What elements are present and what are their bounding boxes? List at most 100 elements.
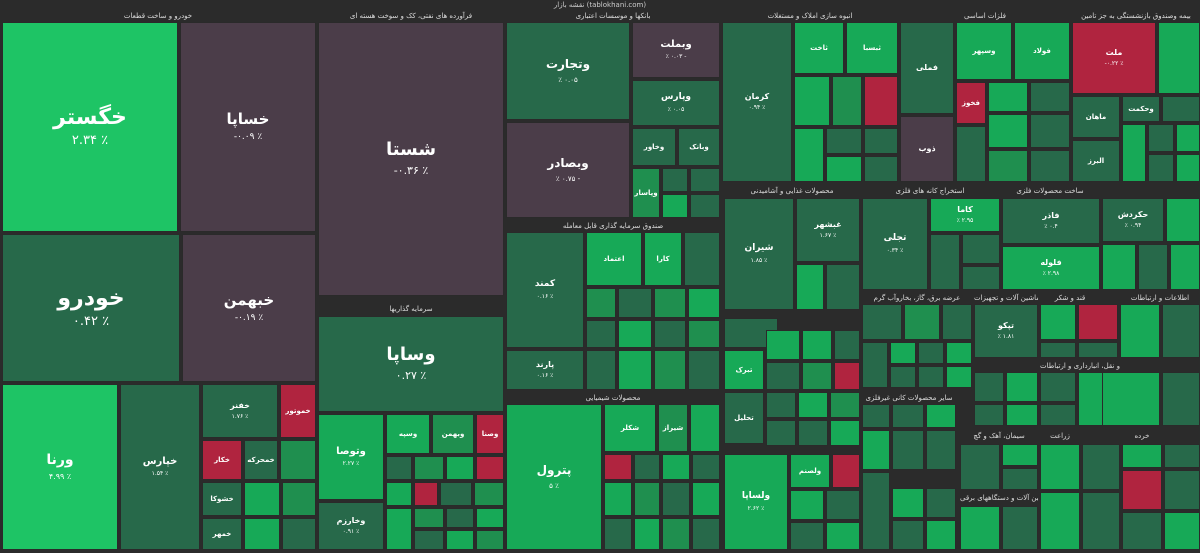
stock-tile[interactable]: خگستر ۲.۳۴ ٪ <box>2 22 178 232</box>
stock-tile[interactable] <box>862 472 890 550</box>
stock-tile[interactable] <box>826 522 860 550</box>
stock-tile[interactable] <box>802 362 832 390</box>
stock-tile[interactable] <box>476 456 504 480</box>
stock-tile[interactable] <box>1164 444 1200 468</box>
stock-tile[interactable]: پارند ۰.۱۶ ٪ <box>506 350 584 390</box>
stock-tile[interactable] <box>918 366 944 388</box>
stock-tile[interactable] <box>684 232 720 286</box>
stock-tile[interactable] <box>662 168 688 192</box>
stock-tile[interactable] <box>1120 304 1160 358</box>
stock-tile[interactable] <box>474 482 504 506</box>
stock-tile[interactable] <box>862 304 902 340</box>
stock-tile[interactable] <box>692 518 720 550</box>
stock-tile[interactable] <box>244 518 280 550</box>
stock-tile[interactable] <box>946 342 972 364</box>
stock-tile[interactable] <box>864 156 898 182</box>
stock-tile[interactable] <box>1176 124 1200 152</box>
stock-tile[interactable]: خودرو ۰.۴۲ ٪ <box>2 234 180 382</box>
stock-tile[interactable] <box>692 482 720 516</box>
stock-tile[interactable]: وبهمن <box>432 414 474 454</box>
stock-tile[interactable]: کارا <box>644 232 682 286</box>
stock-tile[interactable]: ولساپا ۲.۶۲ ٪ <box>724 454 788 550</box>
stock-tile[interactable] <box>946 366 972 388</box>
stock-tile[interactable]: تبرک <box>724 350 764 390</box>
stock-tile[interactable]: ملت -۰.۲۲ ٪ <box>1072 22 1156 94</box>
stock-tile[interactable] <box>1030 82 1070 112</box>
stock-tile[interactable] <box>1166 198 1200 242</box>
stock-tile[interactable] <box>654 320 686 348</box>
stock-tile[interactable] <box>942 304 972 340</box>
stock-tile[interactable] <box>1002 468 1038 490</box>
stock-tile[interactable]: وحکمت <box>1122 96 1160 122</box>
stock-tile[interactable]: خشوکا <box>202 482 242 516</box>
stock-tile[interactable] <box>692 454 720 480</box>
stock-tile[interactable]: خموتور <box>280 384 316 438</box>
stock-tile[interactable] <box>918 342 944 364</box>
stock-tile[interactable] <box>1006 404 1038 426</box>
stock-tile[interactable] <box>586 320 616 348</box>
stock-tile[interactable] <box>794 128 824 182</box>
stock-tile[interactable] <box>414 482 438 506</box>
stock-tile[interactable] <box>1102 372 1160 426</box>
stock-tile[interactable] <box>690 194 720 218</box>
stock-tile[interactable] <box>766 392 796 418</box>
stock-tile[interactable]: شیراز <box>658 404 688 452</box>
stock-tile[interactable]: وساپا ۰.۲۷ ٪ <box>318 316 504 412</box>
stock-tile[interactable] <box>688 350 720 390</box>
stock-tile[interactable]: غبشهر ۱.۶۷ ٪ <box>796 198 860 262</box>
stock-tile[interactable] <box>1040 304 1076 340</box>
stock-tile[interactable]: کاما ٪ ۲.۹۵ <box>930 198 1000 232</box>
stock-tile[interactable] <box>282 518 316 550</box>
stock-tile[interactable] <box>476 530 504 550</box>
stock-tile[interactable] <box>1122 512 1162 550</box>
stock-tile[interactable] <box>690 168 720 192</box>
stock-tile[interactable]: تپکو ٪ ۱.۸۱ <box>974 304 1038 358</box>
stock-tile[interactable] <box>864 128 898 154</box>
stock-tile[interactable] <box>1040 404 1076 426</box>
stock-tile[interactable] <box>618 350 652 390</box>
stock-tile[interactable] <box>604 454 632 480</box>
stock-tile[interactable] <box>960 444 1000 490</box>
stock-tile[interactable] <box>834 330 860 360</box>
stock-tile[interactable]: وپارس ٪ ۰.۰۵ <box>632 80 720 126</box>
stock-tile[interactable] <box>1148 154 1174 182</box>
stock-tile[interactable]: کرمان ۰.۹۴ ٪ <box>722 22 792 182</box>
stock-tile[interactable] <box>1030 114 1070 148</box>
stock-tile[interactable] <box>688 320 720 348</box>
stock-tile[interactable] <box>890 366 916 388</box>
stock-tile[interactable]: وخاور <box>632 128 676 166</box>
stock-tile[interactable] <box>794 76 830 126</box>
stock-tile[interactable] <box>1122 470 1162 510</box>
stock-tile[interactable] <box>1002 506 1038 550</box>
stock-tile[interactable] <box>1030 150 1070 182</box>
stock-tile[interactable] <box>864 76 898 126</box>
stock-tile[interactable] <box>826 156 862 182</box>
stock-tile[interactable] <box>662 194 688 218</box>
stock-tile[interactable] <box>956 126 986 182</box>
stock-tile[interactable] <box>654 288 686 318</box>
stock-tile[interactable] <box>1078 304 1118 340</box>
stock-tile[interactable]: حکردش ٪ ۰.۹۴ <box>1102 198 1164 242</box>
stock-tile[interactable] <box>826 264 860 310</box>
stock-tile[interactable] <box>974 404 1004 426</box>
stock-tile[interactable] <box>962 234 1000 264</box>
stock-tile[interactable]: فولاد <box>1014 22 1070 80</box>
stock-tile[interactable] <box>890 342 916 364</box>
stock-tile[interactable] <box>1040 372 1076 402</box>
stock-tile[interactable]: وپاسار <box>632 168 660 218</box>
stock-tile[interactable] <box>414 456 444 480</box>
stock-tile[interactable] <box>802 330 832 360</box>
stock-tile[interactable] <box>1122 444 1162 468</box>
stock-tile[interactable] <box>892 520 924 550</box>
stock-tile[interactable]: ثبسبا <box>846 22 898 74</box>
stock-tile[interactable]: وخارزم ۰.۹۱ ٪ <box>318 502 384 550</box>
stock-tile[interactable] <box>634 482 660 516</box>
stock-tile[interactable] <box>834 362 860 390</box>
stock-tile[interactable] <box>832 454 860 488</box>
stock-tile[interactable] <box>1102 244 1136 290</box>
stock-tile[interactable] <box>892 404 924 428</box>
stock-tile[interactable] <box>1138 244 1168 290</box>
stock-tile[interactable] <box>446 456 474 480</box>
stock-tile[interactable]: خفنر ۱.۷۶ ٪ <box>202 384 278 438</box>
stock-tile[interactable]: وبصادر ٪ ۰.۷۵ - <box>506 122 630 218</box>
